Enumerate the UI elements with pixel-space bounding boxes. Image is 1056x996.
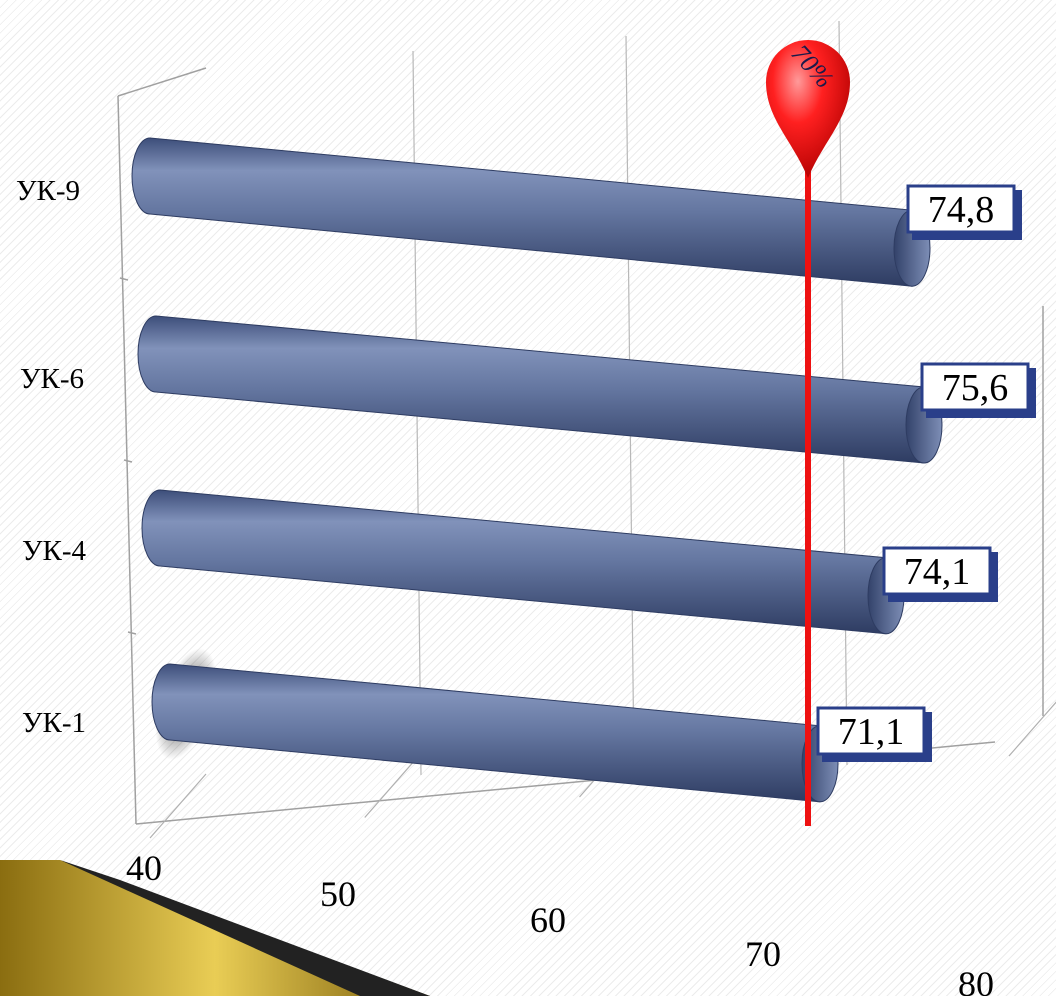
x-axis-tick-labels: 40 50 60 70 80 xyxy=(126,848,994,996)
bars xyxy=(131,137,943,803)
floor-depth-line xyxy=(364,753,422,818)
reference-line-marker: 70% xyxy=(766,39,850,826)
value-label-text: 75,6 xyxy=(942,367,1009,409)
x-tick-label: 80 xyxy=(958,964,994,996)
value-labels: 71,1 74,1 75,6 74,8 xyxy=(816,184,1036,762)
category-label: УК-9 xyxy=(16,175,80,207)
floor-depth-line xyxy=(149,773,207,839)
value-label: 75,6 xyxy=(920,362,1036,418)
bar xyxy=(137,315,943,464)
category-labels: УК-1 УК-4 УК-6 УК-9 xyxy=(16,175,87,739)
category-label: УК-6 xyxy=(20,363,84,395)
value-label-text: 71,1 xyxy=(838,711,905,753)
x-tick-label: 60 xyxy=(530,900,566,940)
pin-icon xyxy=(766,40,850,178)
value-label: 74,8 xyxy=(906,184,1022,240)
category-label: УК-1 xyxy=(22,707,86,739)
corner-decoration xyxy=(0,860,430,996)
value-label-text: 74,1 xyxy=(904,551,971,593)
value-label: 71,1 xyxy=(816,706,932,762)
value-label: 74,1 xyxy=(882,546,998,602)
bar xyxy=(141,489,905,635)
x-tick-label: 50 xyxy=(320,874,356,914)
x-tick-label: 40 xyxy=(126,848,162,888)
floor-depth-line xyxy=(1008,701,1056,757)
x-tick-label: 70 xyxy=(745,934,781,974)
category-label: УК-4 xyxy=(22,535,87,567)
bar xyxy=(151,663,839,803)
value-label-text: 74,8 xyxy=(928,189,995,231)
